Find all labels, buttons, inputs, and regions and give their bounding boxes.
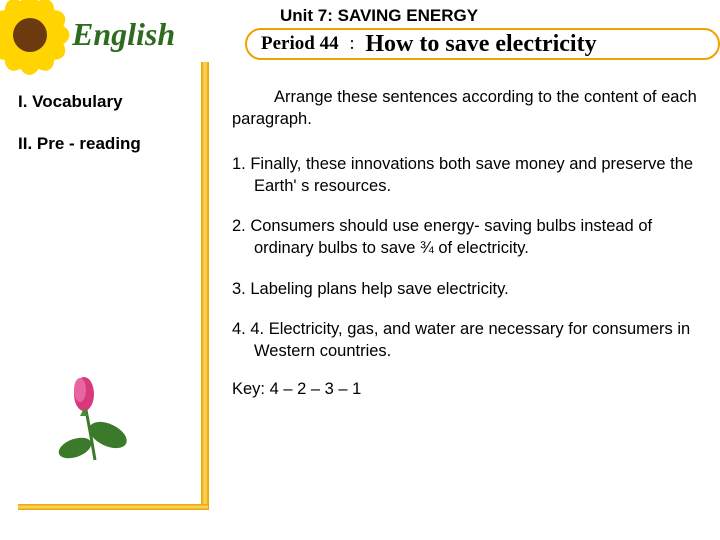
answer-key: Key: 4 – 2 – 3 – 1 [232, 380, 707, 399]
sentence-item: 4. 4. Electricity, gas, and water are ne… [232, 318, 707, 363]
sunflower-decoration [0, 0, 75, 80]
sentence-list: 1. Finally, these innovations both save … [232, 153, 707, 363]
sidebar-item-prereading[interactable]: II. Pre - reading [18, 134, 193, 154]
rosebud-decoration [40, 360, 150, 500]
period-colon: : [345, 33, 360, 55]
instruction-text: Arrange these sentences according to the… [232, 86, 707, 131]
english-logo: English [72, 16, 175, 53]
sidebar: I. Vocabulary II. Pre - reading [18, 92, 193, 176]
frame-left [201, 62, 209, 510]
unit-title: Unit 7: SAVING ENERGY [280, 6, 478, 26]
period-main-title: How to save electricity [365, 31, 596, 58]
sentence-item: 2. Consumers should use energy- saving b… [232, 215, 707, 260]
sidebar-item-vocabulary[interactable]: I. Vocabulary [18, 92, 193, 112]
period-label: Period 44 [261, 33, 339, 55]
main-content: Arrange these sentences according to the… [232, 86, 707, 399]
sentence-item: 1. Finally, these innovations both save … [232, 153, 707, 198]
frame-bottom [18, 504, 208, 510]
sentence-item: 3. Labeling plans help save electricity. [232, 278, 707, 300]
period-title-box: Period 44 : How to save electricity [245, 28, 720, 60]
